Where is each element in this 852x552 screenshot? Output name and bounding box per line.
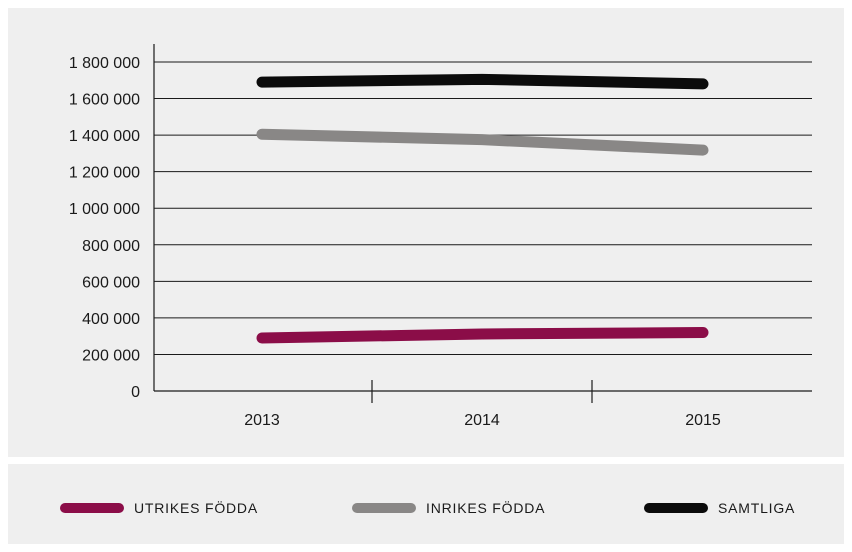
y-tick-label: 400 000: [82, 311, 140, 328]
series-line-0: [256, 327, 709, 344]
y-tick-label: 1 200 000: [69, 165, 140, 182]
series-lines: [256, 73, 709, 344]
series-line-2: [256, 73, 709, 90]
x-tick-label: 2014: [464, 412, 500, 429]
y-tick-label: 200 000: [82, 347, 140, 364]
legend: UTRIKES FÖDDA INRIKES FÖDDA SAMTLIGA: [8, 464, 844, 544]
y-tick-label: 0: [131, 384, 140, 401]
y-tick-labels: 0 200 000 400 000 600 000 800 000 1 000 000 1 …: [69, 55, 140, 401]
legend-label-samtliga: SAMTLIGA: [718, 500, 796, 516]
y-tick-label: 800 000: [82, 238, 140, 255]
legend-label-utrikes: UTRIKES FÖDDA: [134, 500, 258, 516]
x-tick-label: 2015: [685, 412, 721, 429]
axes: [153, 44, 812, 403]
y-tick-label: 600 000: [82, 274, 140, 291]
legend-swatch-samtliga: [644, 503, 708, 513]
y-tick-label: 1 800 000: [69, 55, 140, 72]
legend-item-utrikes: UTRIKES FÖDDA: [60, 500, 258, 516]
y-tick-label: 1 600 000: [69, 92, 140, 109]
legend-item-inrikes: INRIKES FÖDDA: [352, 500, 545, 516]
y-tick-label: 1 000 000: [69, 201, 140, 218]
x-tick-label: 2013: [244, 412, 280, 429]
gridlines: [154, 61, 812, 355]
legend-swatch-inrikes: [352, 503, 416, 513]
series-line-1: [256, 128, 709, 156]
legend-label-inrikes: INRIKES FÖDDA: [426, 500, 546, 516]
x-tick-labels: 2013 2014 2015: [244, 412, 721, 429]
legend-swatch-utrikes: [60, 503, 124, 513]
y-tick-label: 1 400 000: [69, 128, 140, 145]
legend-item-samtliga: SAMTLIGA: [644, 500, 795, 516]
